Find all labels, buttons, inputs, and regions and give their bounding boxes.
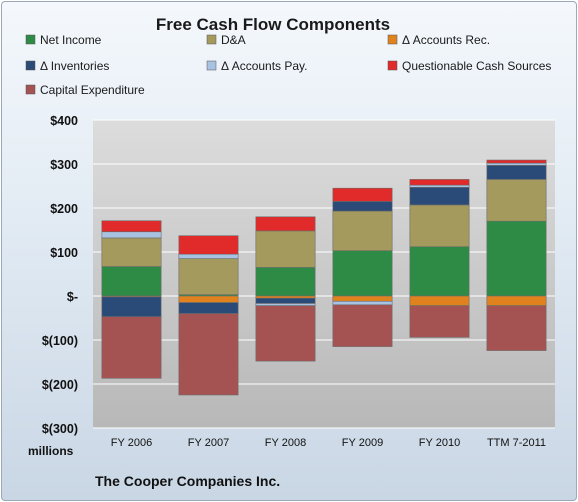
legend-accounts-pay-swatch (206, 60, 217, 71)
bar-segment (101, 220, 162, 233)
bar-segment (409, 204, 470, 248)
y-tick-label: $(100) (42, 334, 78, 348)
x-tick-label: FY 2008 (265, 437, 306, 449)
legend: Net Income D&A Δ Accounts Rec. Δ Inventorie… (25, 33, 551, 97)
bar-segment (486, 165, 547, 180)
units-label: millions (28, 444, 74, 458)
gridlines (93, 119, 555, 429)
bar-segment (486, 162, 547, 166)
bar-segment (255, 297, 316, 304)
legend-accounts-rec-swatch (387, 34, 398, 45)
bar-segment (101, 316, 162, 379)
bar-segment (486, 179, 547, 222)
bar-segment (409, 179, 470, 186)
legend-accounts-pay-label: Δ Accounts Pay. (221, 59, 308, 73)
bar-segment (486, 295, 547, 306)
y-tick-label: $200 (50, 202, 78, 216)
x-tick-label: TTM 7-2011 (487, 437, 546, 449)
bar-segment (178, 235, 239, 255)
bar-segment (332, 300, 393, 306)
x-tick-label: FY 2009 (342, 437, 383, 449)
bar-segment (255, 295, 316, 299)
legend-capital-expenditure-label: Capital Expenditure (40, 83, 145, 97)
bars (101, 159, 547, 396)
x-tick-label: FY 2007 (188, 437, 229, 449)
y-tick-label: $(300) (42, 422, 78, 436)
bar-segment (178, 258, 239, 295)
bar-segment (101, 296, 162, 317)
bar-segment (255, 267, 316, 297)
y-tick-label: $(200) (42, 378, 78, 392)
bar-segment (486, 220, 547, 297)
bar-segment (101, 237, 162, 267)
bar-segment (332, 250, 393, 297)
legend-d-a-swatch (206, 34, 217, 45)
x-tick-label: FY 2010 (419, 437, 460, 449)
bar-segment (178, 302, 239, 314)
bar-segment (101, 266, 162, 297)
bar-segment (178, 253, 239, 259)
bar-segment (178, 313, 239, 396)
legend-questionable-cash-sources-swatch (387, 60, 398, 71)
bar-segment (332, 201, 393, 212)
bar-segment (409, 295, 470, 306)
bar-segment (255, 216, 316, 232)
bar-segment (332, 295, 393, 302)
bar-segment (255, 230, 316, 268)
bar-segment (255, 305, 316, 362)
legend-net-income-label: Net Income (40, 33, 102, 47)
plot-area (93, 120, 555, 428)
x-axis-ticks: FY 2006 FY 2007 FY 2008 FY 2009 FY 2010 TTM 7… (111, 437, 546, 449)
bar-segment (409, 246, 470, 297)
x-tick-label: FY 2006 (111, 437, 152, 449)
y-tick-label: $100 (50, 246, 78, 260)
legend-questionable-cash-sources-label: Questionable Cash Sources (402, 59, 551, 73)
legend-accounts-rec-label: Δ Accounts Rec. (402, 33, 490, 47)
bar-segment (178, 295, 239, 303)
bar-segment (409, 187, 470, 206)
bar-segment (101, 231, 162, 239)
bar-segment (409, 305, 470, 338)
bar-segment (332, 187, 393, 202)
y-tick-label: $300 (50, 158, 78, 172)
bar-segment (486, 305, 547, 351)
company-name: The Cooper Companies Inc. (95, 473, 280, 489)
legend-capital-expenditure-swatch (25, 84, 36, 95)
bar-segment (332, 304, 393, 347)
y-tick-label: $- (67, 290, 78, 304)
legend-d-a-label: D&A (221, 33, 246, 47)
bar-segment (409, 184, 470, 188)
bar-segment (332, 210, 393, 251)
legend-inventories-swatch (25, 60, 36, 71)
bar-segment (255, 303, 316, 306)
chart-title: Free Cash Flow Components (156, 15, 390, 34)
y-tick-label: $400 (50, 114, 78, 128)
legend-inventories-label: Δ Inventories (40, 59, 109, 73)
y-axis-ticks: $(300) $(200) $(100) $- $100 $200 $300 $400 (42, 114, 78, 436)
legend-net-income-swatch (25, 34, 36, 45)
bar-segment (486, 159, 547, 164)
